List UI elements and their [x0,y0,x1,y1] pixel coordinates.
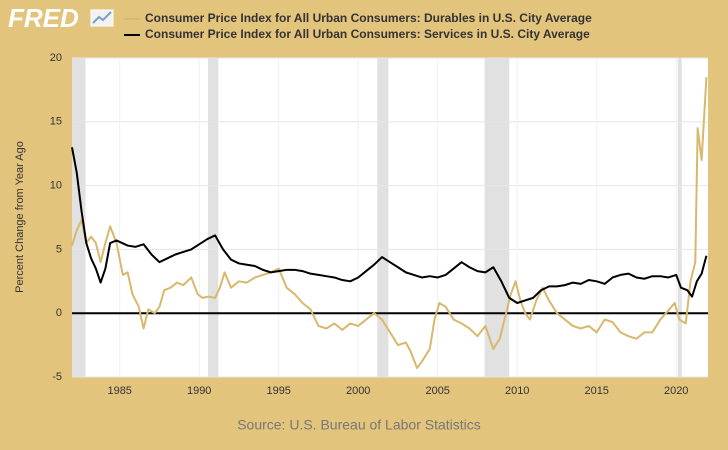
x-tick-label: 2015 [584,385,608,397]
y-axis-label: Percent Change from Year Ago [14,141,26,293]
y-tick-label: -5 [52,371,62,383]
x-tick-label: 2005 [425,385,449,397]
x-tick-label: 2010 [505,385,529,397]
recession-band [377,58,389,377]
recession-band [677,58,682,377]
x-tick-label: 1990 [187,385,211,397]
source: Source: U.S. Bureau of Labor Statistics [237,417,481,433]
y-tick-label: 5 [56,243,62,255]
x-tick-label: 2020 [664,385,688,397]
recession-band [484,58,510,377]
y-tick-label: 10 [50,180,62,192]
series-line [71,147,708,304]
recession-band [207,58,219,377]
y-tick-label: 20 [50,52,62,64]
plot-area [72,58,708,377]
legend-entry: Consumer Price Index for All Urban Consu… [145,27,590,41]
series-line [71,77,708,370]
logo: FRED [8,3,79,33]
logo-icon-line [92,11,112,24]
y-tick-label: 15 [50,116,62,128]
legend-entry: Consumer Price Index for All Urban Consu… [145,11,592,25]
recession-band [72,58,86,377]
x-tick-label: 1985 [107,385,131,397]
x-tick-label: 1995 [266,385,290,397]
y-tick-label: 0 [56,307,62,319]
logo-icon [90,9,114,27]
x-tick-label: 2000 [346,385,370,397]
